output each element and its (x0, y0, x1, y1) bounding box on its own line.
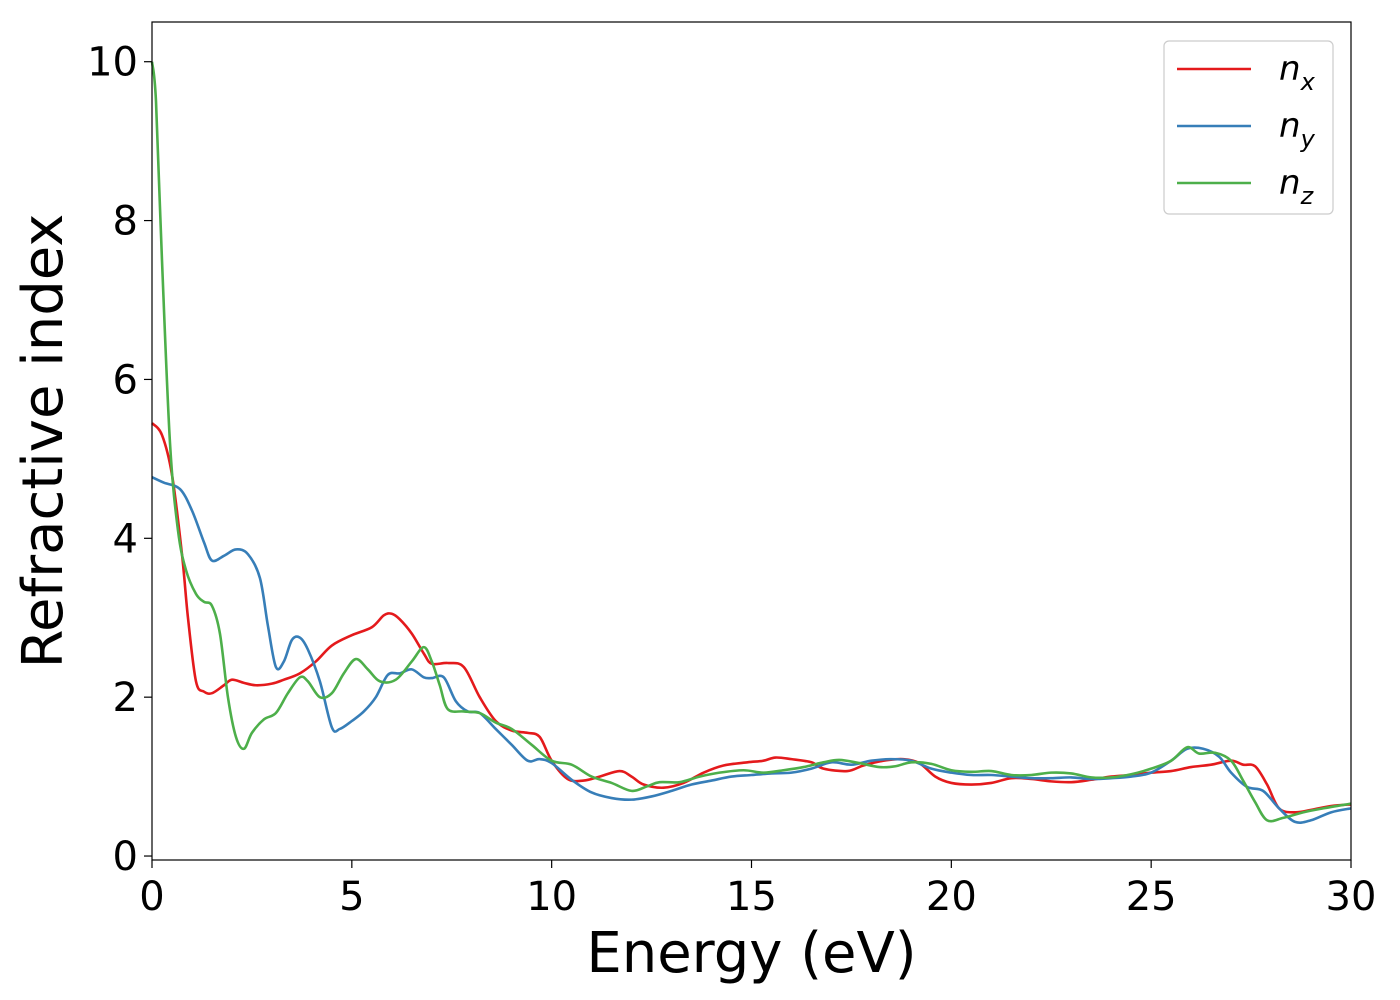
legend-label-subscript: x (1300, 68, 1316, 96)
y-axis-label: Refractive index (11, 214, 76, 669)
y-tick-label: 4 (113, 516, 138, 562)
series-line-n-z (150, 61, 1352, 823)
legend-label-n-y: ny (1279, 106, 1316, 153)
legend-label-main: n (1279, 163, 1301, 203)
x-tick-label: 10 (526, 874, 577, 920)
legend-box (1163, 40, 1334, 215)
series-line-n-y (151, 475, 1352, 824)
legend-label-subscript: y (1300, 125, 1316, 153)
x-tick-label: 25 (1126, 874, 1177, 920)
series-layer (150, 61, 1352, 824)
legend-label-n-z: nz (1279, 163, 1315, 210)
x-tick-label: 30 (1326, 874, 1377, 920)
x-axis-ticks: 0 5 10 15 20 25 30 (139, 860, 1376, 920)
y-tick-label: 8 (113, 199, 138, 245)
y-tick-label: 2 (113, 675, 138, 721)
y-tick-label: 10 (87, 40, 138, 86)
legend-label-subscript: z (1300, 182, 1315, 210)
x-tick-label: 20 (926, 874, 977, 920)
y-axis-ticks: 0 2 4 6 8 10 (87, 40, 152, 880)
x-tick-label: 15 (726, 874, 777, 920)
x-axis-label: Energy (eV) (586, 921, 916, 986)
y-tick-label: 6 (113, 357, 138, 403)
y-tick-label: 0 (113, 834, 138, 880)
x-tick-label: 5 (339, 874, 364, 920)
legend-label-main: n (1279, 106, 1301, 146)
legend-label-main: n (1279, 49, 1301, 89)
legend-label-n-x: nx (1279, 49, 1316, 96)
x-tick-label: 0 (139, 874, 164, 920)
